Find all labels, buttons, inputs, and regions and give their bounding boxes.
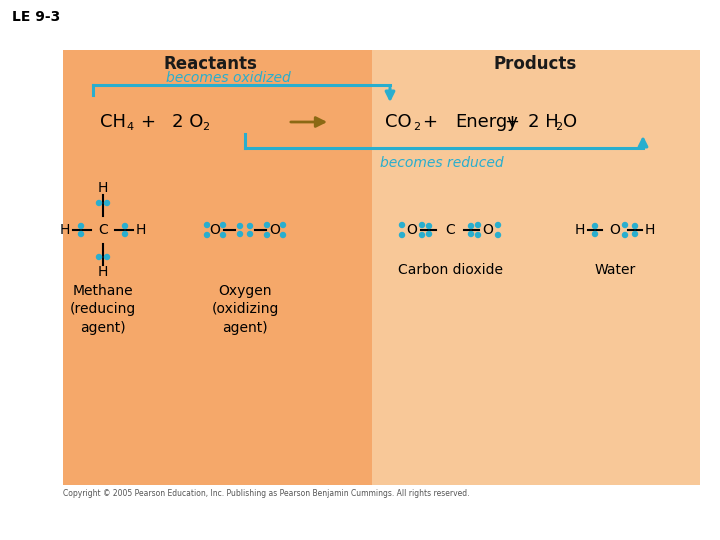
Circle shape [264, 222, 269, 227]
Circle shape [495, 222, 500, 227]
Circle shape [220, 233, 225, 238]
Text: O: O [407, 223, 418, 237]
Text: O: O [269, 223, 280, 237]
Text: H: H [98, 265, 108, 279]
Text: 4: 4 [126, 122, 133, 132]
Circle shape [264, 233, 269, 238]
Text: becomes reduced: becomes reduced [380, 156, 504, 170]
Text: Carbon dioxide: Carbon dioxide [397, 263, 503, 277]
Text: O: O [482, 223, 493, 237]
Circle shape [623, 233, 628, 238]
Circle shape [475, 222, 480, 227]
Text: O: O [563, 113, 577, 131]
Circle shape [495, 233, 500, 238]
Text: 2 O: 2 O [172, 113, 203, 131]
Circle shape [281, 222, 286, 227]
Circle shape [400, 233, 405, 238]
Circle shape [593, 232, 598, 237]
Text: H: H [645, 223, 655, 237]
Text: becomes oxidized: becomes oxidized [166, 71, 290, 85]
Circle shape [78, 232, 84, 237]
Circle shape [204, 233, 210, 238]
Circle shape [281, 233, 286, 238]
Circle shape [96, 200, 102, 206]
Circle shape [238, 224, 243, 228]
Circle shape [420, 233, 425, 238]
Circle shape [96, 254, 102, 260]
Text: Water: Water [595, 263, 636, 277]
Text: H: H [136, 223, 146, 237]
Circle shape [122, 232, 127, 237]
Text: O: O [610, 223, 621, 237]
Circle shape [400, 222, 405, 227]
Bar [63, 50, 372, 485]
Circle shape [204, 222, 210, 227]
Circle shape [469, 224, 474, 228]
Circle shape [420, 222, 425, 227]
Circle shape [220, 222, 225, 227]
Text: 2: 2 [555, 122, 562, 132]
Text: CH: CH [100, 113, 126, 131]
Text: Energy: Energy [455, 113, 518, 131]
Text: Products: Products [493, 55, 577, 73]
Text: 2: 2 [202, 122, 209, 132]
Circle shape [632, 232, 637, 237]
Bar [372, 50, 700, 485]
Circle shape [122, 224, 127, 228]
Text: H: H [60, 223, 70, 237]
Text: +: + [505, 113, 520, 131]
Circle shape [632, 224, 637, 228]
Circle shape [248, 224, 253, 228]
Text: 2 H: 2 H [528, 113, 559, 131]
Circle shape [623, 222, 628, 227]
Text: H: H [575, 223, 585, 237]
Circle shape [248, 232, 253, 237]
Circle shape [426, 232, 431, 237]
Text: +: + [423, 113, 438, 131]
Text: Methane
(reducing
agent): Methane (reducing agent) [70, 284, 136, 335]
Text: Reactants: Reactants [163, 55, 257, 73]
Circle shape [475, 233, 480, 238]
Text: C: C [98, 223, 108, 237]
Text: C: C [445, 223, 455, 237]
Circle shape [238, 232, 243, 237]
Text: Copyright © 2005 Pearson Education, Inc. Publishing as Pearson Benjamin Cummings: Copyright © 2005 Pearson Education, Inc.… [63, 489, 469, 497]
Circle shape [426, 224, 431, 228]
Text: H: H [98, 181, 108, 195]
Text: LE 9-3: LE 9-3 [12, 10, 60, 24]
Circle shape [104, 200, 109, 206]
Text: +: + [140, 113, 156, 131]
Text: Oxygen
(oxidizing
agent): Oxygen (oxidizing agent) [211, 284, 279, 335]
Circle shape [593, 224, 598, 228]
Circle shape [78, 224, 84, 228]
Circle shape [469, 232, 474, 237]
Text: O: O [210, 223, 220, 237]
Text: CO: CO [385, 113, 412, 131]
Circle shape [104, 254, 109, 260]
Text: 2: 2 [413, 122, 420, 132]
